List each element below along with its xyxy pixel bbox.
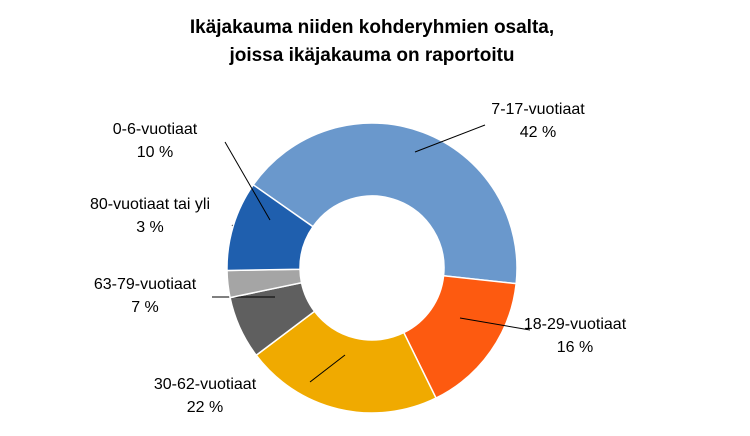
leader-line xyxy=(414,124,486,153)
value-label: 16 % xyxy=(557,339,593,356)
value-label: 42 % xyxy=(520,124,556,141)
slice-label: 63-79-vuotiaat xyxy=(94,276,197,293)
leader-line xyxy=(309,354,346,383)
value-label: 22 % xyxy=(187,399,223,416)
slice-label: 0-6-vuotiaat xyxy=(113,121,198,138)
slice-label: 7-17-vuotiaat xyxy=(491,101,585,118)
slice-label: 80-vuotiaat tai yli xyxy=(90,196,210,213)
leader-line xyxy=(459,317,531,331)
value-label: 3 % xyxy=(136,219,164,236)
donut-slice xyxy=(255,310,438,414)
chart-title: Ikäjakauma niiden kohderyhmien osalta, xyxy=(190,17,554,38)
value-label: 10 % xyxy=(137,144,173,161)
value-label: 7 % xyxy=(131,299,159,316)
slice-label: 18-29-vuotiaat xyxy=(524,316,627,333)
donut-slice xyxy=(252,122,518,285)
chart-title: joissa ikäjakauma on raportoitu xyxy=(228,45,514,66)
donut-slice xyxy=(226,183,315,272)
leader-line xyxy=(224,141,271,221)
slice-label: 30-62-vuotiaat xyxy=(154,376,257,393)
